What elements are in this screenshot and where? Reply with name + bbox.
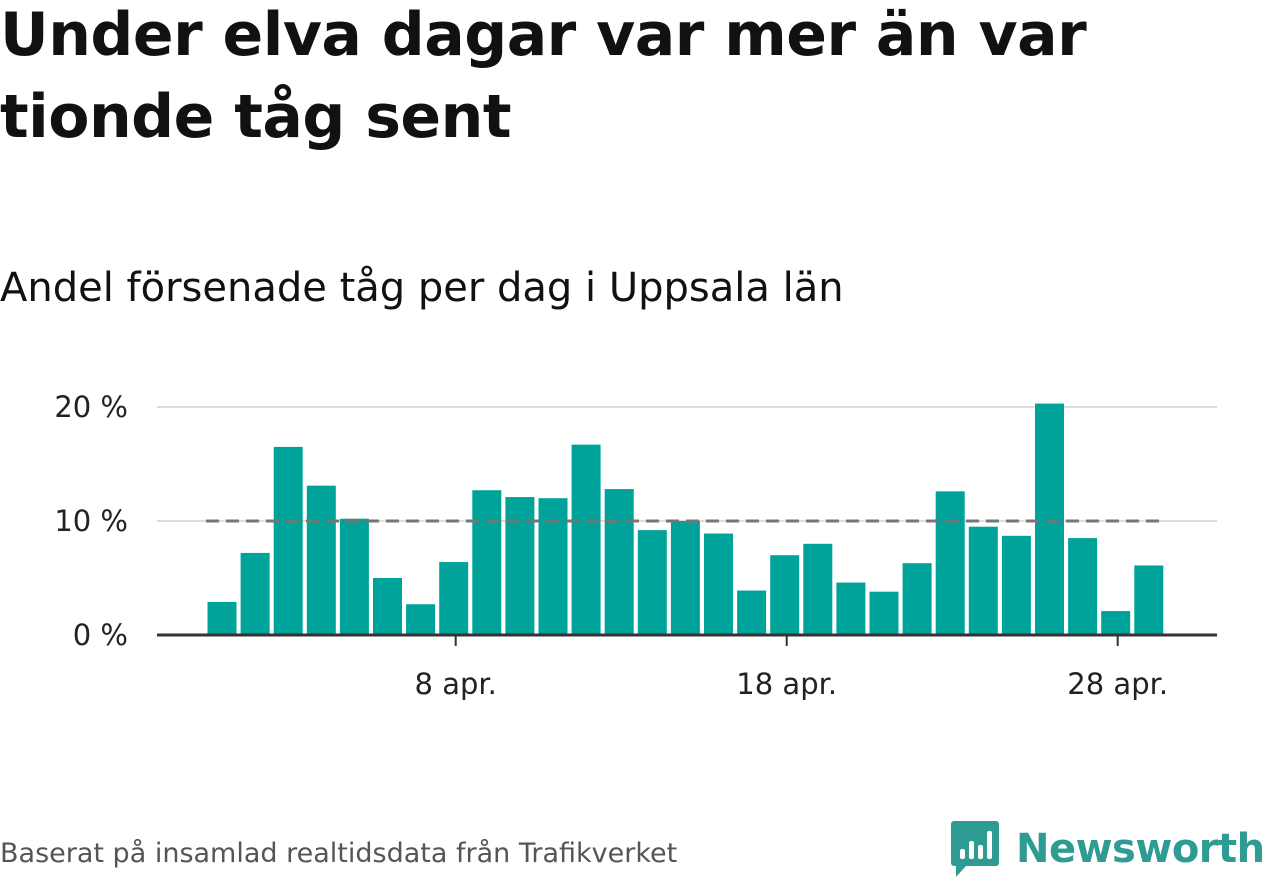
source-note: Baserat på insamlad realtidsdata från Tr… [0,838,678,869]
x-tick-label: 8 apr. [415,667,497,701]
bar [373,578,402,635]
bar [240,552,270,635]
bar [935,491,965,635]
bar [273,446,303,635]
bar [538,498,568,635]
chart-title: Under elva dagar var mer än var tionde t… [0,0,1087,152]
x-axis: 8 apr. 18 apr. 28 apr. [157,633,1217,701]
bar [571,444,601,635]
chart-subtitle: Andel försenade tåg per dag i Uppsala lä… [0,265,844,311]
bar [406,604,436,635]
bar [836,582,866,635]
bar [704,533,733,635]
y-tick-label: 20 % [54,390,128,424]
bar [472,490,502,635]
y-tick-label: 10 % [54,504,128,538]
newsworthy-logo-icon [951,821,999,877]
x-tick-label: 18 apr. [736,667,837,701]
bar [770,555,800,635]
brand-name: Newsworthy [1016,826,1262,872]
bar [670,521,700,635]
bar [869,591,899,635]
bar [439,562,469,635]
bar [339,518,369,635]
bar [803,543,833,635]
bar [306,485,336,635]
bar [1001,535,1031,635]
x-tick-label: 28 apr. [1067,667,1168,701]
bar [207,601,237,635]
bar [902,563,932,635]
y-tick-label: 0 % [73,618,128,652]
bar [604,489,634,635]
y-axis-labels: 0 % 10 % 20 % [54,390,128,652]
bar [1101,611,1131,635]
bar [737,590,767,635]
bars [207,403,1164,635]
brand: Newsworthy [950,818,1262,880]
bar [637,530,667,635]
bar [968,526,998,635]
bar [1035,403,1064,635]
bar [505,497,535,635]
bar-chart: 0 % 10 % 20 % 8 apr. 18 apr. 28 apr. [54,390,1217,701]
bar [1068,538,1098,635]
bar [1134,565,1164,635]
